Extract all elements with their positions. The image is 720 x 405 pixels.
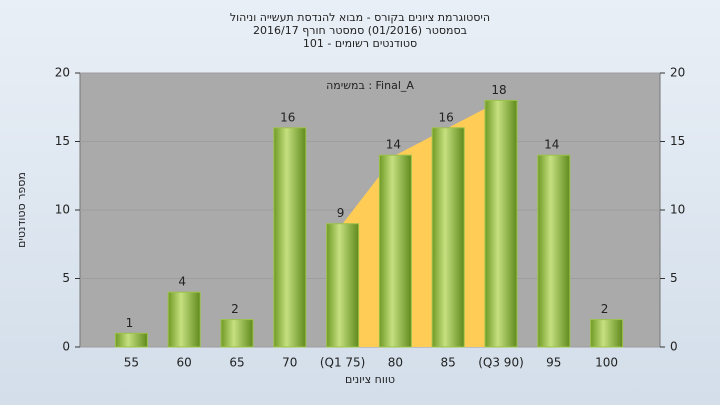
bar	[167, 291, 201, 348]
value-label: 14	[544, 138, 559, 152]
x-tick-label: 95	[546, 356, 561, 370]
x-tick-label: (Q3 90)	[478, 356, 524, 370]
value-label: 2	[601, 302, 609, 316]
bar	[220, 319, 254, 348]
title-line: סטודנטים רשומים - 101	[303, 37, 417, 50]
x-tick-label: 65	[229, 356, 244, 370]
x-tick-label: 80	[388, 356, 403, 370]
bar	[590, 319, 624, 348]
x-tick-label: (Q1 75)	[320, 356, 366, 370]
bar	[326, 223, 360, 348]
y-tick-label: 15	[55, 134, 70, 148]
bar	[273, 127, 307, 348]
value-label: 18	[491, 83, 506, 97]
y-axis-label: מספר סטודנטים	[15, 172, 28, 248]
title-line: בסמסטר (01/2016) סמסטר חורף 2016/17	[253, 24, 467, 37]
x-tick-label: 85	[441, 356, 456, 370]
value-label: 14	[386, 138, 401, 152]
value-label: 1	[126, 316, 134, 330]
x-tick-label: 55	[124, 356, 139, 370]
annotation: במשימה : Final_A	[326, 79, 414, 92]
y2-tick-label: 0	[670, 340, 678, 354]
bar	[114, 332, 148, 348]
y-tick-label: 0	[62, 340, 70, 354]
value-label: 16	[439, 110, 454, 124]
y2-tick-label: 20	[670, 66, 685, 80]
bar	[431, 127, 465, 348]
y-tick-label: 5	[62, 271, 70, 285]
x-axis-label: טווח ציונים	[345, 373, 395, 386]
value-label: 2	[231, 302, 239, 316]
x-tick-label: 70	[282, 356, 297, 370]
x-tick-label: 60	[177, 356, 192, 370]
value-label: 4	[178, 275, 186, 289]
bar	[537, 154, 571, 348]
value-label: 9	[337, 206, 345, 220]
y2-tick-label: 5	[670, 271, 678, 285]
value-label: 16	[280, 110, 295, 124]
bar	[378, 154, 412, 348]
y2-tick-label: 15	[670, 134, 685, 148]
x-tick-label: 100	[595, 356, 618, 370]
y-tick-label: 20	[55, 66, 70, 80]
y2-tick-label: 10	[670, 203, 685, 217]
title-line: היסטוגרמת ציונים בקורס - מבוא להנדסת תעש…	[230, 11, 490, 24]
bar	[484, 99, 518, 348]
y-tick-label: 10	[55, 203, 70, 217]
